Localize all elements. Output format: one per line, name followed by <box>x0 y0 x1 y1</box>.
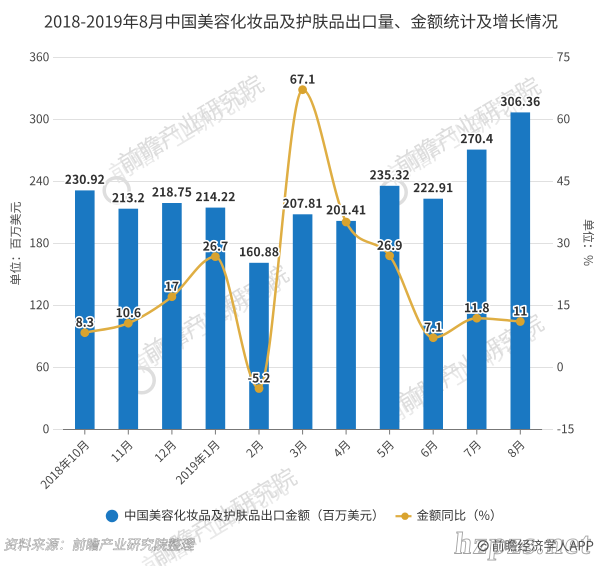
svg-text:hzpzs.net: hzpzs.net <box>453 526 594 561</box>
